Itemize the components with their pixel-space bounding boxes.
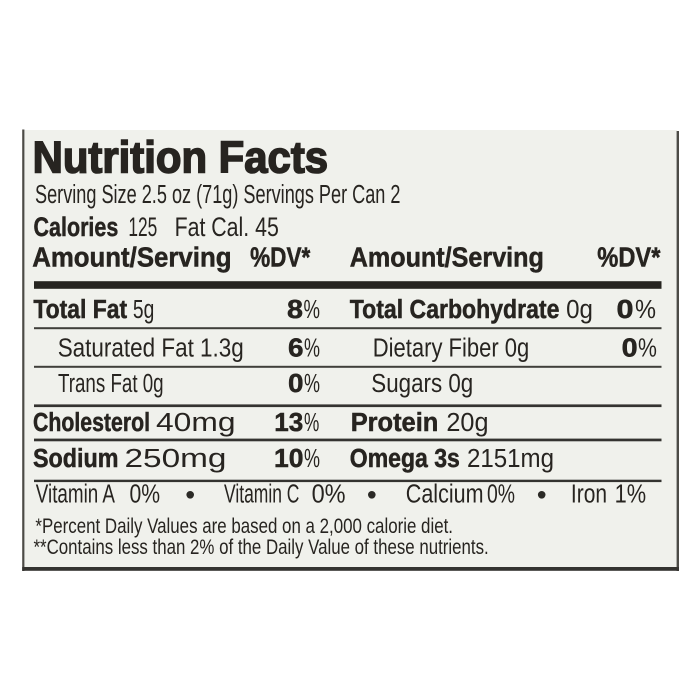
svg-text:Serving Size 2.5 oz (71g) Serv: Serving Size 2.5 oz (71g) Servings Per C… — [35, 179, 401, 209]
svg-text:Dietary Fiber 0g: Dietary Fiber 0g — [373, 332, 529, 362]
svg-text:%: % — [638, 332, 657, 362]
svg-text:Calcium: Calcium — [406, 479, 484, 509]
svg-text:%: % — [304, 368, 320, 398]
svg-text:Protein: Protein — [351, 407, 439, 437]
svg-text:0: 0 — [622, 332, 638, 362]
svg-text:Sugars 0g: Sugars 0g — [371, 368, 473, 398]
svg-text:2151mg: 2151mg — [467, 443, 554, 473]
svg-text:Omega 3s: Omega 3s — [350, 443, 460, 473]
svg-text:13: 13 — [274, 407, 303, 437]
svg-text:0%: 0% — [312, 479, 346, 509]
svg-text:Fat Cal. 45: Fat Cal. 45 — [175, 212, 279, 242]
svg-text:%: % — [304, 332, 320, 362]
svg-text:Nutrition Facts: Nutrition Facts — [33, 132, 329, 183]
svg-text:125: 125 — [128, 212, 157, 242]
svg-text:40mg: 40mg — [156, 407, 236, 437]
svg-text:10: 10 — [274, 443, 304, 473]
svg-text:*Percent Daily Values are base: *Percent Daily Values are based on a 2,0… — [35, 514, 453, 538]
svg-text:8: 8 — [287, 294, 303, 324]
svg-text:Vitamin C: Vitamin C — [224, 479, 299, 509]
svg-text:%: % — [635, 294, 656, 324]
svg-text:%: % — [304, 294, 321, 324]
svg-text:0: 0 — [288, 368, 304, 398]
svg-text:Calories: Calories — [34, 212, 119, 242]
svg-text:5g: 5g — [133, 294, 154, 324]
svg-text:20g: 20g — [446, 407, 488, 437]
svg-text:Cholesterol: Cholesterol — [33, 407, 150, 437]
svg-text:Sodium: Sodium — [33, 443, 119, 473]
svg-text:Total Fat: Total Fat — [33, 294, 127, 324]
svg-text:Vitamin A: Vitamin A — [36, 479, 116, 509]
svg-text:0: 0 — [617, 294, 634, 324]
svg-text:Amount/Serving: Amount/Serving — [350, 241, 544, 272]
svg-text:Total Carbohydrate: Total Carbohydrate — [350, 294, 560, 324]
svg-text:%: % — [304, 407, 319, 437]
svg-text:Trans Fat 0g: Trans Fat 0g — [58, 368, 164, 398]
svg-text:6: 6 — [288, 332, 304, 362]
svg-text:0g: 0g — [566, 294, 593, 324]
svg-text:Amount/Serving: Amount/Serving — [32, 241, 231, 272]
svg-text:250mg: 250mg — [125, 443, 227, 473]
svg-text:%DV*: %DV* — [597, 241, 660, 272]
svg-text:%: % — [304, 443, 320, 473]
svg-text:Saturated Fat 1.3g: Saturated Fat 1.3g — [58, 332, 244, 362]
svg-text:1%: 1% — [615, 479, 647, 509]
svg-text:0%: 0% — [130, 479, 161, 509]
svg-text:%DV*: %DV* — [250, 241, 310, 272]
svg-text:Iron: Iron — [571, 479, 607, 509]
svg-text:**Contains less than 2% of the: **Contains less than 2% of the Daily Val… — [34, 535, 489, 559]
svg-text:0%: 0% — [487, 479, 515, 509]
